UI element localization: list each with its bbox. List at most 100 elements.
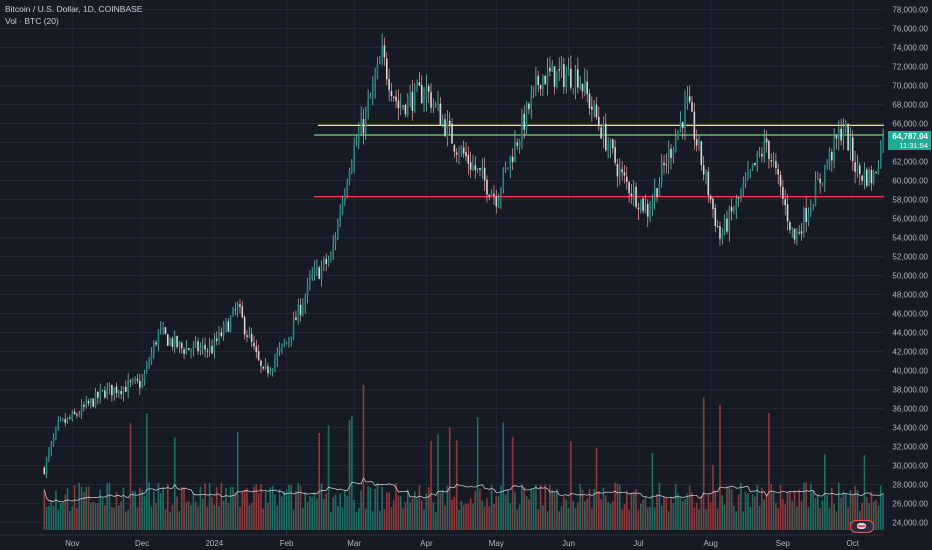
candle-body[interactable] xyxy=(695,139,698,146)
candle-body[interactable] xyxy=(141,380,143,388)
candle-body[interactable] xyxy=(542,76,544,90)
candle-body[interactable] xyxy=(681,122,684,129)
candle-body[interactable] xyxy=(483,167,486,181)
candle-body[interactable] xyxy=(399,106,402,107)
candle-body[interactable] xyxy=(709,195,712,200)
candle-body[interactable] xyxy=(509,155,512,167)
candle-body[interactable] xyxy=(176,336,178,348)
candle-body[interactable] xyxy=(169,338,171,345)
candle-body[interactable] xyxy=(388,78,390,91)
candle-body[interactable] xyxy=(486,179,488,195)
candle-body[interactable] xyxy=(618,168,621,176)
candle-body[interactable] xyxy=(85,400,88,407)
candle-body[interactable] xyxy=(497,198,500,208)
candle-body[interactable] xyxy=(768,141,770,160)
candle-body[interactable] xyxy=(376,64,379,77)
candle-body[interactable] xyxy=(346,182,348,194)
candle-body[interactable] xyxy=(476,168,479,170)
candle-body[interactable] xyxy=(136,379,139,381)
candle-body[interactable] xyxy=(306,282,309,296)
candle-body[interactable] xyxy=(271,368,274,372)
candle-body[interactable] xyxy=(304,295,307,306)
candle-body[interactable] xyxy=(204,345,206,350)
candle-body[interactable] xyxy=(584,80,586,94)
candle-body[interactable] xyxy=(260,360,262,366)
candle-body[interactable] xyxy=(805,208,807,222)
candle-body[interactable] xyxy=(187,348,190,351)
candle-body[interactable] xyxy=(108,384,111,388)
candle-body[interactable] xyxy=(835,135,838,139)
candle-body[interactable] xyxy=(467,154,470,164)
candle-body[interactable] xyxy=(877,167,880,173)
candle-body[interactable] xyxy=(127,380,129,392)
candle-body[interactable] xyxy=(714,207,717,226)
candle-body[interactable] xyxy=(693,111,696,140)
candle-body[interactable] xyxy=(660,162,663,182)
candle-body[interactable] xyxy=(831,152,833,161)
candle-body[interactable] xyxy=(532,85,535,94)
candle-body[interactable] xyxy=(465,152,467,157)
candle-body[interactable] xyxy=(807,213,810,223)
candle-body[interactable] xyxy=(211,345,213,354)
candle-body[interactable] xyxy=(395,96,397,102)
candle-body[interactable] xyxy=(276,352,279,360)
candle-body[interactable] xyxy=(591,106,593,110)
candle-body[interactable] xyxy=(705,171,707,176)
candle-body[interactable] xyxy=(150,353,153,363)
candle-body[interactable] xyxy=(642,198,644,212)
candle-body[interactable] xyxy=(595,104,598,118)
candle-body[interactable] xyxy=(528,103,530,110)
candle-body[interactable] xyxy=(758,153,761,155)
candle-body[interactable] xyxy=(316,266,318,269)
candle-body[interactable] xyxy=(735,198,738,211)
candle-body[interactable] xyxy=(166,334,169,346)
candle-body[interactable] xyxy=(511,156,514,162)
candle-body[interactable] xyxy=(69,417,71,419)
candle-body[interactable] xyxy=(828,151,831,166)
candle-body[interactable] xyxy=(614,147,616,163)
candle-body[interactable] xyxy=(719,226,721,239)
candle-body[interactable] xyxy=(62,418,64,420)
candle-body[interactable] xyxy=(707,171,710,196)
candle-body[interactable] xyxy=(593,103,595,112)
candle-body[interactable] xyxy=(605,123,607,151)
candle-body[interactable] xyxy=(474,165,477,171)
candle-body[interactable] xyxy=(115,386,118,394)
candle-body[interactable] xyxy=(870,169,873,184)
candle-body[interactable] xyxy=(672,150,675,158)
candle-body[interactable] xyxy=(278,347,281,352)
candle-body[interactable] xyxy=(644,204,647,212)
candle-body[interactable] xyxy=(392,96,395,98)
candle-body[interactable] xyxy=(635,186,637,207)
candle-body[interactable] xyxy=(372,84,374,97)
candle-body[interactable] xyxy=(360,118,362,134)
candle-body[interactable] xyxy=(803,208,805,234)
candle-body[interactable] xyxy=(854,162,856,172)
candle-body[interactable] xyxy=(812,206,814,208)
candle-body[interactable] xyxy=(451,123,453,144)
candle-body[interactable] xyxy=(495,196,498,207)
candle-body[interactable] xyxy=(462,147,465,154)
candle-body[interactable] xyxy=(611,139,614,148)
candle-body[interactable] xyxy=(337,220,339,239)
candle-body[interactable] xyxy=(339,213,341,221)
candle-body[interactable] xyxy=(71,412,74,420)
candle-body[interactable] xyxy=(677,130,679,139)
candle-body[interactable] xyxy=(872,172,875,183)
candle-body[interactable] xyxy=(420,85,423,103)
candle-body[interactable] xyxy=(749,169,752,171)
candle-body[interactable] xyxy=(537,75,540,85)
candle-body[interactable] xyxy=(756,152,759,165)
candle-body[interactable] xyxy=(267,366,269,374)
candle-body[interactable] xyxy=(365,109,367,134)
candle-body[interactable] xyxy=(651,201,654,209)
candle-body[interactable] xyxy=(572,88,574,90)
candle-body[interactable] xyxy=(94,392,97,408)
candle-body[interactable] xyxy=(413,85,416,113)
candle-body[interactable] xyxy=(777,169,780,175)
candle-body[interactable] xyxy=(856,165,859,173)
candle-body[interactable] xyxy=(754,162,756,165)
candle-body[interactable] xyxy=(148,362,150,366)
candle-body[interactable] xyxy=(796,232,798,241)
candle-body[interactable] xyxy=(502,168,505,189)
